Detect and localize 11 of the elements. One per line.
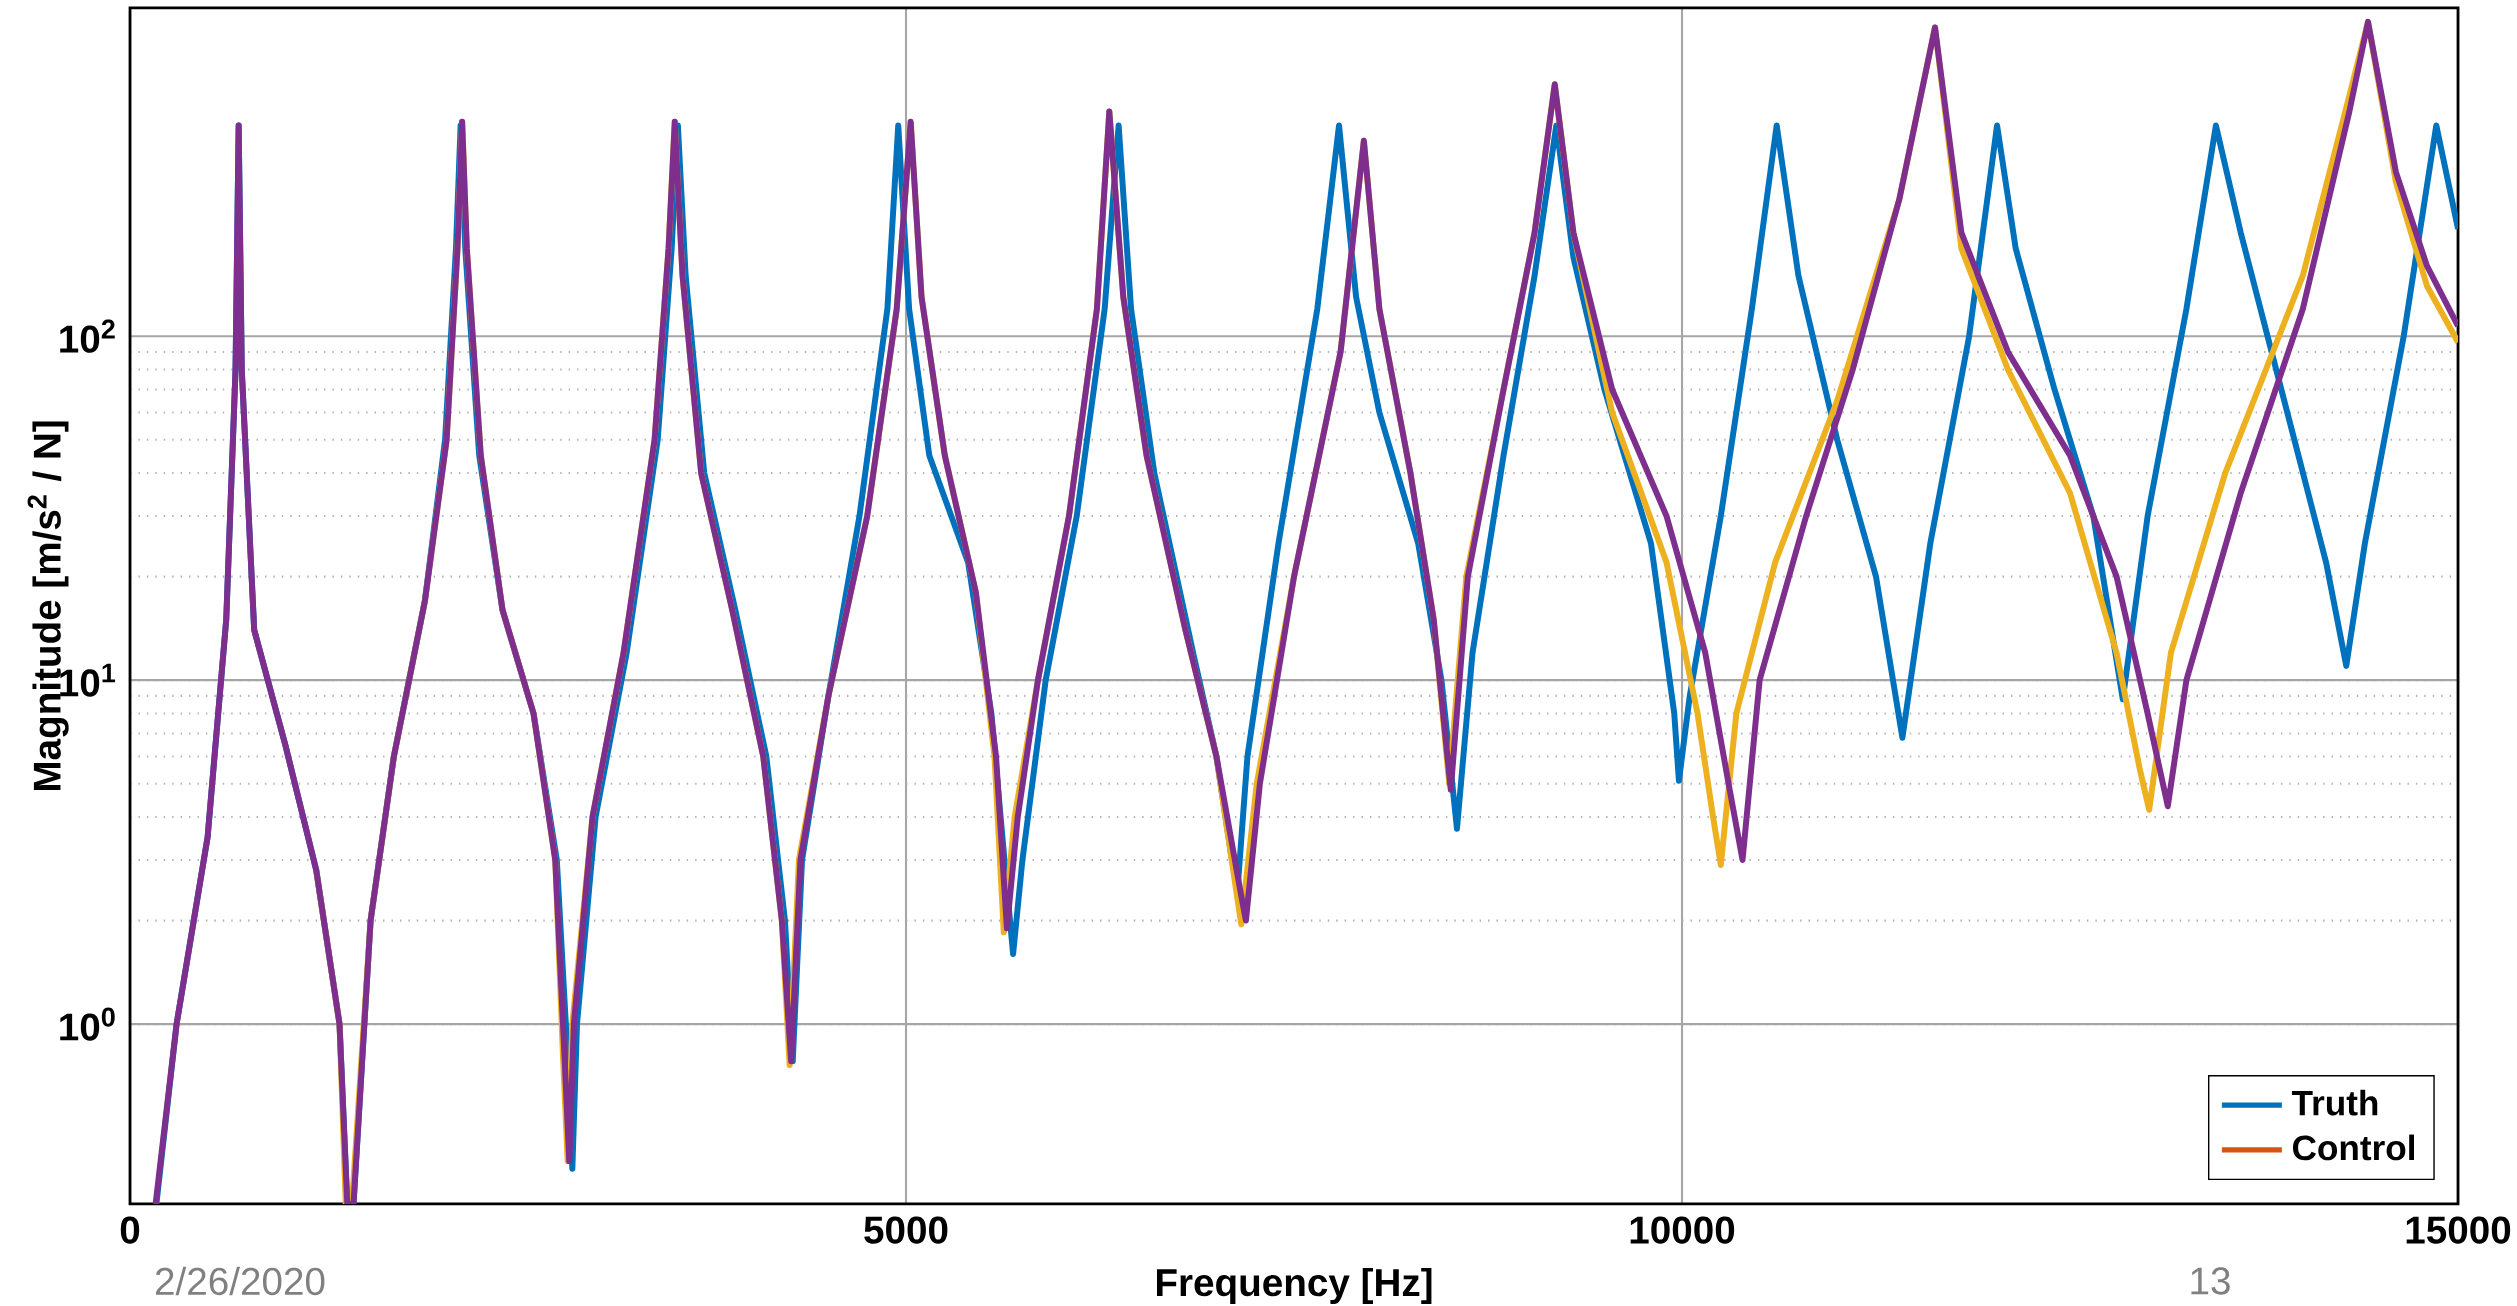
y-tick-label: 10$^{2}$ xyxy=(60,319,115,353)
x-axis-title: Frequency [Hz] xyxy=(1156,1267,1432,1304)
legend-label: Control xyxy=(2292,1134,2414,1161)
x-tick-label: 15000 xyxy=(2406,1216,2511,1244)
x-tick-label: 0 xyxy=(120,1216,140,1244)
legend-label: Truth xyxy=(2291,1089,2378,1116)
text: 2/26/2020 xyxy=(155,1266,325,1296)
text: 13 xyxy=(2191,1267,2230,1295)
y-tick-label: 10$^{0}$ xyxy=(60,1007,115,1041)
x-tick-label: 10000 xyxy=(1630,1216,1735,1244)
x-tick-label: 5000 xyxy=(864,1216,948,1244)
